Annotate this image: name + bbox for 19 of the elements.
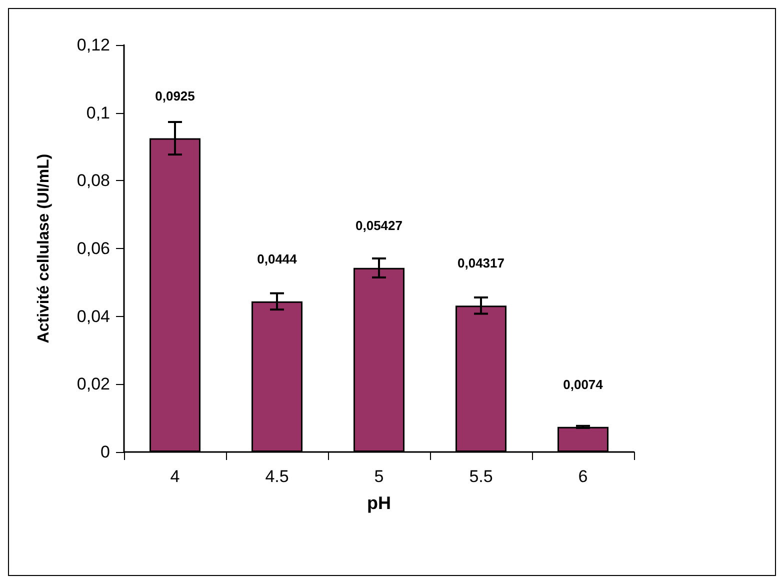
- x-tick-label: 4.5: [265, 467, 289, 486]
- y-tick-label: 0,02: [76, 374, 110, 394]
- x-tick-label: 5.5: [469, 467, 493, 486]
- y-tick-label: 0: [100, 442, 110, 462]
- x-axis-title: pH: [367, 493, 391, 513]
- y-tick-label: 0,04: [76, 306, 110, 326]
- data-label: 0,0444: [257, 251, 298, 266]
- data-label: 0,05427: [356, 218, 402, 233]
- y-tick-label: 0,06: [76, 239, 110, 258]
- y-tick-label: 0,12: [76, 36, 110, 54]
- data-label: 0,04317: [458, 256, 504, 271]
- x-tick-label: 5: [374, 467, 384, 486]
- y-tick-label: 0,08: [76, 171, 110, 190]
- data-label: 0,0925: [155, 88, 195, 104]
- y-tick-label: 0,1: [86, 103, 110, 122]
- data-label: 0,0074: [563, 376, 604, 392]
- x-tick-label: 6: [578, 467, 588, 486]
- x-tick-label: 4: [170, 467, 180, 486]
- y-axis-title: Activité cellulase (UI/mL): [36, 154, 52, 344]
